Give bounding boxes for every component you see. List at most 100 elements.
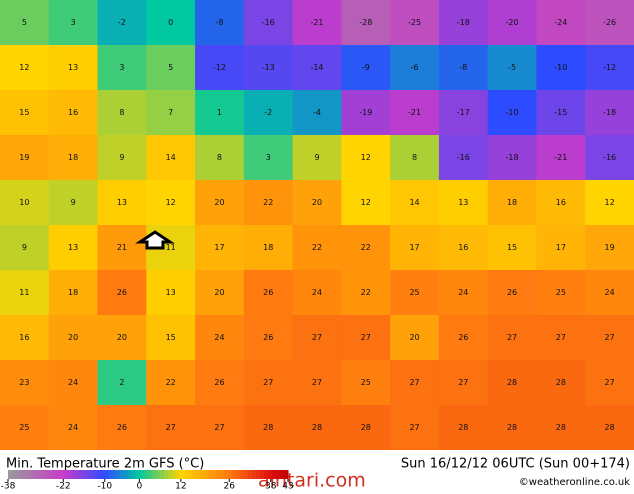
temperature-cell: [243, 270, 294, 316]
temperature-cell: [390, 90, 440, 136]
temperature-cell: [292, 45, 342, 91]
temperature-label: 17: [409, 243, 419, 252]
temperature-cell: [48, 90, 99, 136]
temperature-label: 12: [361, 198, 371, 207]
temperature-label: 27: [605, 333, 615, 342]
temperature-cell: [438, 0, 489, 46]
colorbar-segment: [280, 470, 285, 479]
temperature-cell: [48, 360, 99, 406]
temperature-cell: [0, 270, 50, 316]
temperature-cell: [585, 315, 634, 361]
temperature-label: -24: [554, 18, 567, 27]
temperature-cell: [487, 45, 537, 91]
temperature-cell: [48, 315, 99, 361]
temperature-label: 24: [458, 288, 468, 297]
temperature-cell: [438, 225, 489, 271]
temperature-cell: [487, 180, 537, 226]
temperature-label: 26: [214, 378, 224, 387]
colorbar-segment: [248, 470, 253, 479]
temperature-label: 7: [168, 108, 173, 117]
temperature-cell: [438, 270, 489, 316]
colorbar-segment: [72, 470, 77, 479]
temperature-cell: [146, 315, 196, 361]
colorbar-segment: [128, 470, 133, 479]
colorbar-segment: [88, 470, 93, 479]
temperature-cell: [487, 270, 537, 316]
colorbar-segment: [136, 470, 141, 479]
colorbar-segment: [236, 470, 241, 479]
temperature-label: 16: [458, 243, 468, 252]
temperature-cell: [487, 135, 537, 181]
colorbar-segment: [232, 470, 237, 479]
temperature-cell: [146, 135, 196, 181]
temperature-cell: [243, 45, 294, 91]
temperature-cell: [487, 0, 537, 46]
temperature-cell: [292, 0, 342, 46]
temperature-label: 25: [409, 288, 419, 297]
temperature-cell: [48, 405, 99, 451]
temperature-cell: [97, 360, 147, 406]
temperature-label: 20: [117, 333, 127, 342]
temperature-cell: [585, 135, 634, 181]
temperature-label: 25: [556, 288, 566, 297]
colorbar-label: 43: [282, 482, 293, 491]
colorbar-segment: [244, 470, 249, 479]
temperature-label: 13: [458, 198, 468, 207]
temperature-cell: [536, 135, 586, 181]
temperature-label: -18: [457, 18, 470, 27]
temperature-cell: [390, 270, 440, 316]
colorbar-segment: [76, 470, 81, 479]
temperature-cell: [292, 360, 342, 406]
temperature-label: 16: [68, 108, 78, 117]
temperature-cell: [97, 0, 147, 46]
temperature-label: 8: [217, 153, 222, 162]
temperature-cell: [195, 360, 245, 406]
temperature-label: 20: [214, 288, 224, 297]
temperature-label: 25: [19, 423, 29, 432]
colorbar-segment: [60, 470, 65, 479]
temperature-cell: [146, 180, 196, 226]
temperature-label: -14: [310, 63, 323, 72]
temperature-cell: [438, 315, 489, 361]
temperature-cell: [292, 225, 342, 271]
temperature-cell: [341, 90, 391, 136]
temperature-label: 24: [312, 288, 322, 297]
temperature-cell: [48, 180, 99, 226]
temperature-cell: [438, 45, 489, 91]
temperature-cell: [243, 405, 294, 451]
temperature-label: 20: [312, 198, 322, 207]
temperature-cell: [48, 225, 99, 271]
temperature-label: -8: [459, 63, 467, 72]
colorbar-segment: [176, 470, 181, 479]
temperature-label: 13: [117, 198, 127, 207]
temperature-label: 27: [556, 333, 566, 342]
colorbar-segment: [172, 470, 177, 479]
temperature-cell: [146, 360, 196, 406]
temperature-cell: [487, 360, 537, 406]
temperature-cell: [195, 405, 245, 451]
temperature-label: 14: [409, 198, 419, 207]
temperature-cell: [0, 90, 50, 136]
colorbar-segment: [24, 470, 29, 479]
colorbar-segment: [252, 470, 257, 479]
colorbar-segment: [200, 470, 205, 479]
temperature-cell: [195, 315, 245, 361]
temperature-cell: [585, 225, 634, 271]
temperature-label: -18: [603, 108, 616, 117]
colorbar-segment: [120, 470, 125, 479]
temperature-cell: [585, 360, 634, 406]
temperature-cell: [390, 225, 440, 271]
colorbar-segment: [28, 470, 33, 479]
colorbar-segment: [40, 470, 45, 479]
temperature-label: 26: [263, 288, 273, 297]
temperature-cell: [48, 135, 99, 181]
colorbar-segment: [12, 470, 17, 479]
temperature-cell: [97, 180, 147, 226]
colorbar-segment: [124, 470, 129, 479]
temperature-cell: [97, 270, 147, 316]
temperature-label: 15: [166, 333, 176, 342]
colorbar-segment: [36, 470, 41, 479]
temperature-label: 27: [507, 333, 517, 342]
temperature-cell: [48, 45, 99, 91]
